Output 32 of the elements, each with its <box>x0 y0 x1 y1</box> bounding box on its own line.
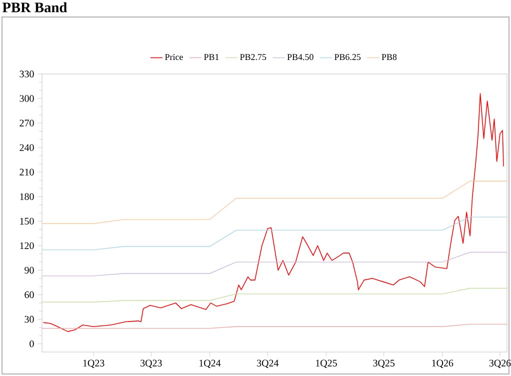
line-series <box>42 288 508 302</box>
x-tick-label: 3Q23 <box>140 360 162 368</box>
x-tick-label: 3Q26 <box>489 360 511 368</box>
y-tick-label: 300 <box>20 95 34 102</box>
line-series <box>42 252 508 276</box>
legend-label: PB1 <box>204 54 219 60</box>
legend-label: PB6.25 <box>334 54 361 60</box>
y-tick-label: 210 <box>20 168 34 176</box>
x-tick-label: 3Q24 <box>257 360 279 368</box>
x-tick-label: 3Q25 <box>373 360 395 368</box>
x-tick-label: 1Q23 <box>83 360 104 368</box>
y-tick-label: 150 <box>20 218 34 225</box>
y-tick-label: 180 <box>20 193 34 200</box>
line-series <box>42 216 508 250</box>
y-tick-label: 120 <box>20 242 34 250</box>
x-tick-label: 1Q26 <box>432 360 454 368</box>
line-series <box>42 93 504 332</box>
y-tick-label: 90 <box>24 266 34 274</box>
x-tick-label: 1Q25 <box>316 360 337 368</box>
line-series <box>42 180 508 224</box>
y-tick-label: 30 <box>24 316 34 323</box>
y-tick-label: 240 <box>20 144 34 151</box>
legend-label: PB8 <box>382 54 397 60</box>
legend-label: PB4.50 <box>287 54 314 60</box>
x-tick-label: 1Q24 <box>200 360 221 368</box>
y-tick-label: 0 <box>30 340 34 348</box>
y-tick-label: 270 <box>20 120 34 126</box>
y-tick-label: 60 <box>24 291 34 298</box>
legend-label: Price <box>165 54 183 60</box>
y-tick-label: 330 <box>20 70 34 78</box>
chart-title: PBR Band <box>2 2 68 12</box>
legend-label: PB2.75 <box>240 54 266 60</box>
